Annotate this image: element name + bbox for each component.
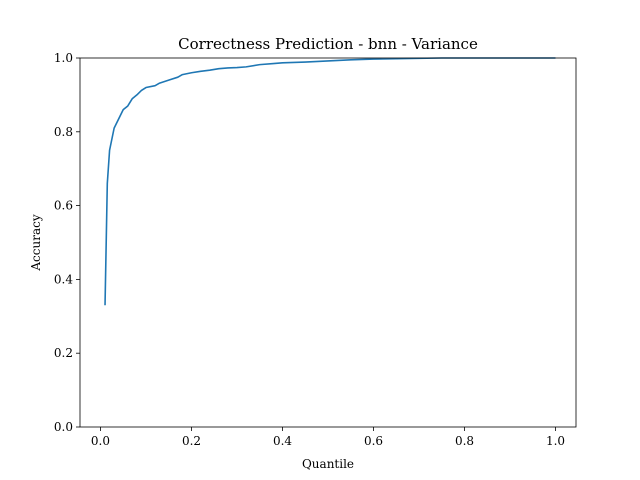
x-tick-label: 0.0 [91, 434, 110, 448]
y-tick-label: 0.4 [54, 272, 73, 286]
x-axis: 0.0 0.2 0.4 0.6 0.8 1.0 [91, 427, 565, 448]
y-axis-label: Accuracy [29, 214, 43, 271]
y-tick-label: 0.2 [54, 346, 73, 360]
y-tick-label: 0.6 [54, 199, 73, 213]
series-line-0 [104, 57, 556, 306]
plot-frame [79, 57, 577, 428]
x-axis-label: Quantile [302, 457, 354, 471]
chart-title: Correctness Prediction - bnn - Variance [178, 35, 478, 53]
x-tick-label: 0.6 [364, 434, 383, 448]
series-layer [104, 57, 556, 306]
y-tick-label: 0.8 [54, 125, 73, 139]
y-axis: 0.0 0.2 0.4 0.6 0.8 1.0 [54, 51, 80, 434]
y-tick-label: 0.0 [54, 420, 73, 434]
x-tick-label: 1.0 [546, 434, 565, 448]
x-tick-label: 0.4 [273, 434, 292, 448]
y-tick-label: 1.0 [54, 51, 73, 65]
x-tick-label: 0.8 [455, 434, 474, 448]
x-tick-label: 0.2 [182, 434, 201, 448]
